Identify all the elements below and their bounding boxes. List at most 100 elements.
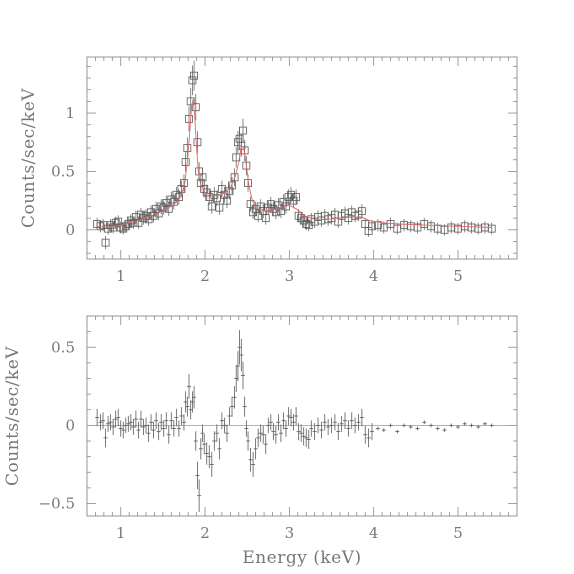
data-point <box>190 60 198 91</box>
data-point <box>433 222 442 235</box>
data-marker <box>106 221 115 230</box>
data-point <box>239 118 247 143</box>
data-marker <box>368 222 376 231</box>
data-marker <box>134 218 143 227</box>
data-point <box>188 65 197 96</box>
data-marker <box>152 204 161 213</box>
x-tick-label: 2 <box>200 524 210 542</box>
data-point <box>266 196 275 212</box>
data-marker <box>230 173 239 182</box>
data-point <box>292 189 300 205</box>
data-point <box>368 220 376 233</box>
y-axis-label: Counts/sec/keV <box>3 346 23 486</box>
data-marker <box>239 126 247 135</box>
data-point <box>287 186 295 203</box>
y-tick-label: 0.5 <box>51 162 75 180</box>
data-marker <box>215 203 224 212</box>
data-marker <box>207 202 216 211</box>
data-point <box>175 189 183 205</box>
data-point <box>240 139 249 162</box>
data-point <box>400 219 408 232</box>
data-marker <box>202 188 211 197</box>
data-marker <box>188 76 197 85</box>
data-point <box>467 221 476 234</box>
data-point <box>106 219 115 232</box>
data-point <box>202 184 211 201</box>
data-marker <box>261 214 270 223</box>
data-point <box>185 106 193 132</box>
data-marker <box>164 204 173 213</box>
data-point <box>181 152 190 172</box>
data-point <box>228 176 236 194</box>
data-point <box>205 189 214 205</box>
data-point <box>447 221 456 234</box>
data-marker <box>357 207 366 216</box>
data-point <box>302 217 311 231</box>
data-point <box>191 94 200 121</box>
data-marker <box>218 185 226 193</box>
data-point <box>134 216 143 230</box>
plot-frame <box>86 315 518 517</box>
data-marker <box>282 202 290 211</box>
data-marker <box>297 214 306 223</box>
y-tick-label: 0 <box>65 221 75 239</box>
data-marker <box>254 211 263 220</box>
data-point <box>454 222 462 235</box>
data-marker <box>175 193 183 202</box>
data-point <box>116 221 125 234</box>
data-point <box>420 217 429 231</box>
data-marker <box>159 203 168 212</box>
x-axis-label: Energy (keV) <box>242 548 361 568</box>
x-tick-label: 1 <box>116 267 126 285</box>
data-point <box>232 147 241 168</box>
data-point <box>215 200 224 215</box>
x-tick-label: 2 <box>200 267 210 285</box>
data-marker <box>242 161 251 170</box>
data-marker <box>487 224 496 233</box>
data-point <box>121 220 130 233</box>
data-point <box>393 222 402 235</box>
data-marker <box>302 220 311 228</box>
data-marker <box>167 195 176 204</box>
data-marker <box>205 193 214 202</box>
data-point <box>487 222 496 235</box>
x-tick-label: 4 <box>369 524 379 542</box>
data-marker <box>294 211 303 220</box>
data-marker <box>172 190 181 199</box>
y-tick-label: 0 <box>65 416 75 434</box>
data-point <box>172 186 181 203</box>
data-point <box>193 131 202 154</box>
data-point <box>159 200 168 215</box>
data-point <box>101 236 110 250</box>
data-point <box>297 211 306 225</box>
data-point <box>357 204 366 219</box>
data-marker <box>177 185 186 193</box>
x-tick-label: 5 <box>453 524 463 542</box>
data-point <box>167 191 176 208</box>
data-point <box>427 220 435 233</box>
data-marker <box>266 200 275 209</box>
data-marker <box>116 223 125 232</box>
data-marker <box>186 97 195 106</box>
data-marker <box>212 194 221 203</box>
x-tick-label: 4 <box>369 267 379 285</box>
x-tick-label: 3 <box>285 524 295 542</box>
data-point <box>406 220 415 233</box>
data-marker <box>101 238 110 247</box>
data-point <box>212 190 221 207</box>
bottom-panel: 1 2 3 4 5 −0.5 0 0.5 Counts/sec/keV Energy (keV) <box>3 315 518 568</box>
data-marker <box>96 222 105 231</box>
data-marker <box>190 71 198 80</box>
data-marker <box>223 196 231 205</box>
x-tick-label: 3 <box>285 267 295 285</box>
data-marker <box>185 114 193 123</box>
data-point <box>254 209 263 223</box>
y-axis-label: Counts/sec/keV <box>19 88 39 228</box>
data-marker <box>121 222 130 231</box>
data-marker <box>119 224 128 233</box>
data-marker <box>228 181 236 190</box>
x-tick-label: 1 <box>116 524 126 542</box>
data-marker <box>287 190 295 199</box>
data-marker <box>292 193 300 202</box>
